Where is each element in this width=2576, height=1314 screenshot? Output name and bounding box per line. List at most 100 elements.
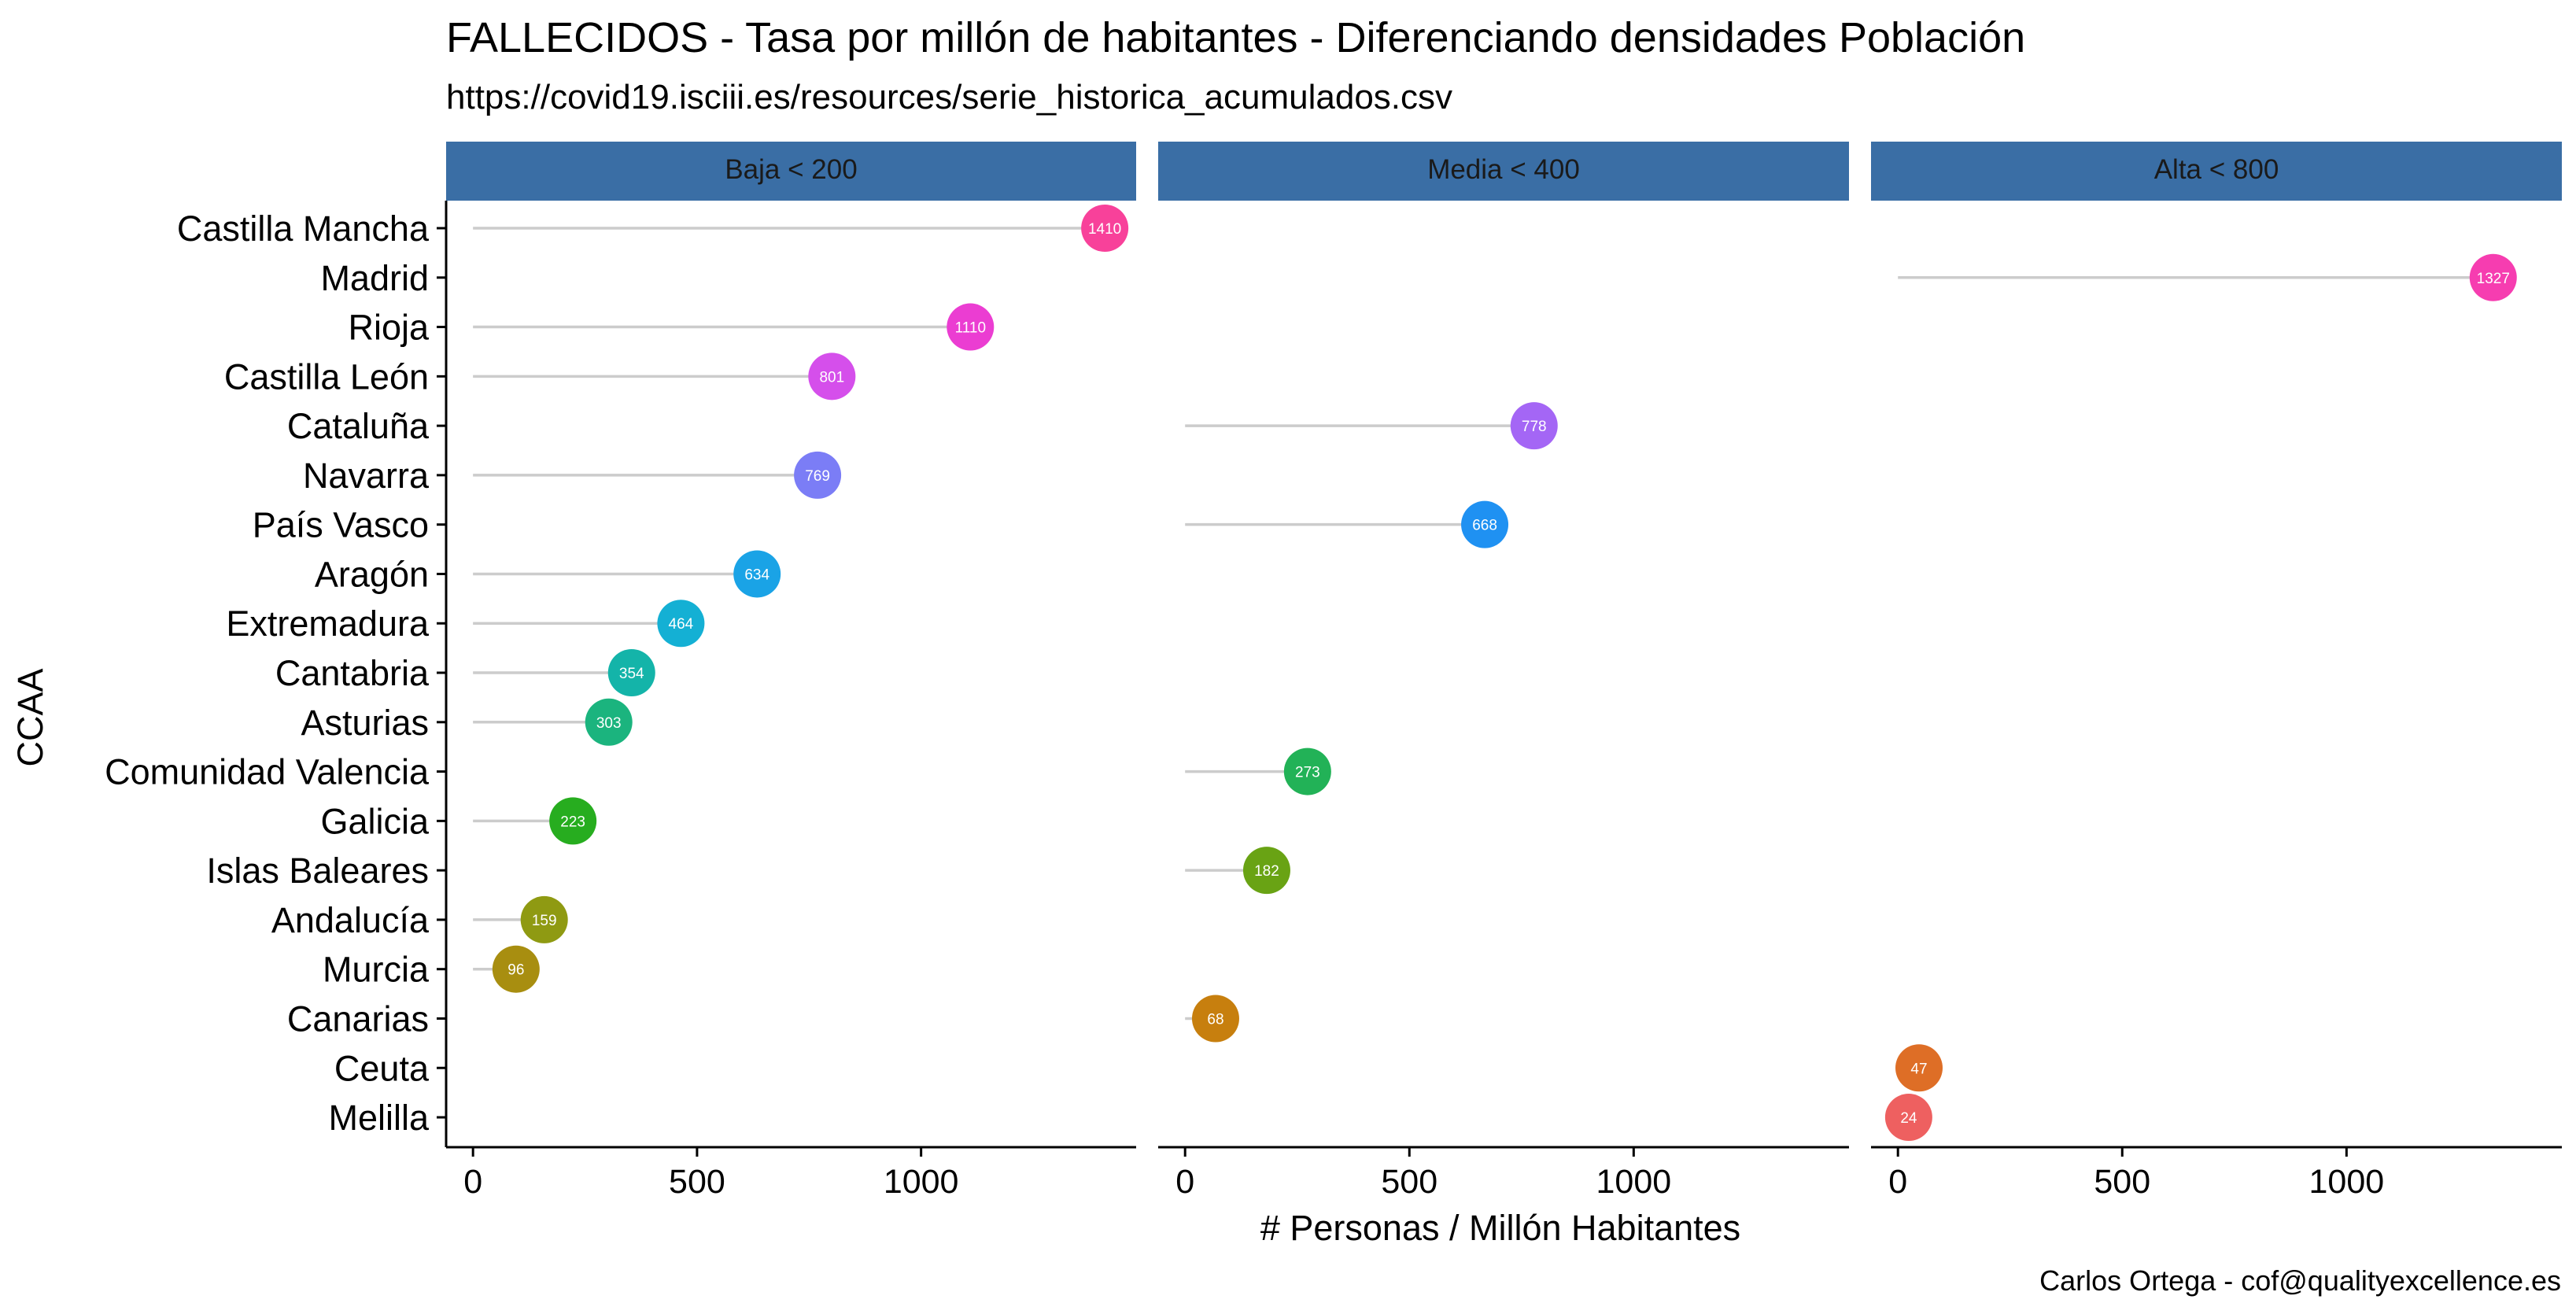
y-tick-label: Madrid xyxy=(320,258,429,298)
chart-subtitle: https://covid19.isciii.es/resources/seri… xyxy=(446,78,1452,116)
lollipop-point xyxy=(2469,253,2517,301)
facet-strip xyxy=(1158,142,1849,201)
lollipop-point xyxy=(607,649,655,697)
data-label: 303 xyxy=(596,715,622,732)
lollipop-mark: 464 xyxy=(473,600,705,648)
lollipop-mark: 1410 xyxy=(473,205,1129,252)
x-tick-label: 500 xyxy=(669,1163,725,1201)
facet-strip-label: Media < 400 xyxy=(1427,154,1580,185)
marks-layer: 1410 1327 1110 801 778 769 668 634 464 354 303 273 2… xyxy=(473,205,2517,1142)
data-label: 159 xyxy=(532,913,557,929)
facet-strip xyxy=(446,142,1136,201)
lollipop-mark: 1110 xyxy=(473,303,995,351)
y-tick-label: Andalucía xyxy=(271,900,430,940)
data-label: 668 xyxy=(1472,518,1497,534)
lollipop-point xyxy=(520,895,568,943)
lollipop-point xyxy=(1081,205,1129,252)
facet-panel: Alta < 800 0 500 1000 xyxy=(1871,142,2562,1201)
data-label: 96 xyxy=(507,962,524,979)
x-tick-label: 1000 xyxy=(884,1163,959,1201)
x-tick-label: 500 xyxy=(2094,1163,2150,1201)
data-label: 769 xyxy=(805,468,830,485)
lollipop-point xyxy=(808,352,856,400)
lollipop-mark: 354 xyxy=(473,649,655,697)
data-label: 778 xyxy=(1522,419,1547,435)
y-tick-label: Cataluña xyxy=(287,406,430,446)
data-label: 182 xyxy=(1254,863,1279,880)
lollipop-mark: 778 xyxy=(1185,402,1558,450)
x-tick-label: 0 xyxy=(463,1163,482,1201)
y-tick-label: Islas Baleares xyxy=(206,851,429,891)
facet-strip-label: Baja < 200 xyxy=(725,154,857,185)
y-tick-label: Navarra xyxy=(303,456,430,496)
x-tick-label: 0 xyxy=(1175,1163,1194,1201)
lollipop-mark: 182 xyxy=(1185,847,1290,895)
x-axis-title: # Personas / Millón Habitantes xyxy=(1260,1208,1740,1248)
lollipop-point xyxy=(549,797,597,845)
y-tick-label: Castilla León xyxy=(224,356,429,397)
lollipop-mark: 273 xyxy=(1185,747,1331,795)
y-tick-label: Murcia xyxy=(323,950,430,990)
y-axis: Castilla Mancha Madrid Rioja Castilla León C… xyxy=(105,201,448,1147)
lollipop-point xyxy=(1191,995,1239,1043)
lollipop-mark: 668 xyxy=(1185,500,1509,548)
data-label: 223 xyxy=(560,814,585,830)
data-label: 273 xyxy=(1295,765,1320,781)
lollipop-mark: 68 xyxy=(1185,995,1239,1043)
lollipop-mark: 96 xyxy=(473,945,540,993)
lollipop-point xyxy=(947,303,995,351)
facet-panel: Media < 400 0 500 1000 xyxy=(1158,142,1849,1201)
data-label: 1110 xyxy=(955,320,986,337)
data-label: 464 xyxy=(669,616,694,633)
y-axis-title: CCAA xyxy=(10,668,50,766)
data-label: 801 xyxy=(819,369,844,386)
y-tick-label: País Vasco xyxy=(253,505,429,545)
x-tick-label: 1000 xyxy=(2309,1163,2385,1201)
data-label: 354 xyxy=(619,666,644,682)
y-tick-label: Cantabria xyxy=(275,653,430,693)
lollipop-point xyxy=(1461,500,1509,548)
y-tick-label: Canarias xyxy=(287,998,429,1039)
lollipop-point xyxy=(585,698,633,746)
y-tick-label: Comunidad Valencia xyxy=(105,752,430,792)
lollipop-point xyxy=(492,945,540,993)
data-label: 634 xyxy=(744,567,769,583)
lollipop-mark: 223 xyxy=(473,797,597,845)
facet-panel: Baja < 200 0 500 1000 xyxy=(446,142,1136,1201)
lollipop-point xyxy=(1884,1094,1932,1142)
x-tick-label: 1000 xyxy=(1596,1163,1672,1201)
y-tick-label: Asturias xyxy=(301,703,429,743)
facet-strip xyxy=(1871,142,2562,201)
lollipop-point xyxy=(657,600,705,648)
y-tick-label: Castilla Mancha xyxy=(177,209,430,249)
data-label: 47 xyxy=(1910,1061,1927,1077)
y-tick-label: Aragón xyxy=(315,554,429,594)
facet-strip-label: Alta < 800 xyxy=(2154,154,2279,185)
lollipop-point xyxy=(1895,1044,1943,1092)
chart-title: FALLECIDOS - Tasa por millón de habitant… xyxy=(446,14,2025,61)
lollipop-mark: 801 xyxy=(473,352,856,400)
lollipop-mark: 303 xyxy=(473,698,633,746)
lollipop-mark: 24 xyxy=(1884,1094,1932,1142)
lollipop-point xyxy=(1510,402,1558,450)
lollipop-mark: 47 xyxy=(1895,1044,1943,1092)
x-tick-label: 0 xyxy=(1888,1163,1907,1201)
lollipop-point xyxy=(733,550,781,598)
lollipop-mark: 634 xyxy=(473,550,781,598)
x-tick-label: 500 xyxy=(1381,1163,1437,1201)
lollipop-point xyxy=(794,451,842,499)
data-label: 1327 xyxy=(2477,271,2510,287)
y-tick-label: Extremadura xyxy=(226,603,430,644)
lollipop-point xyxy=(1242,847,1290,895)
chart-caption: Carlos Ortega - cof@qualityexcellence.es xyxy=(2039,1264,2561,1297)
y-tick-label: Melilla xyxy=(328,1098,430,1138)
data-label: 1410 xyxy=(1088,221,1121,238)
y-tick-label: Galicia xyxy=(320,801,430,841)
data-label: 24 xyxy=(1900,1110,1917,1127)
lollipop-mark: 1327 xyxy=(1898,253,2517,301)
lollipop-mark: 769 xyxy=(473,451,842,499)
lollipop-point xyxy=(1283,747,1331,795)
data-label: 68 xyxy=(1207,1011,1223,1028)
